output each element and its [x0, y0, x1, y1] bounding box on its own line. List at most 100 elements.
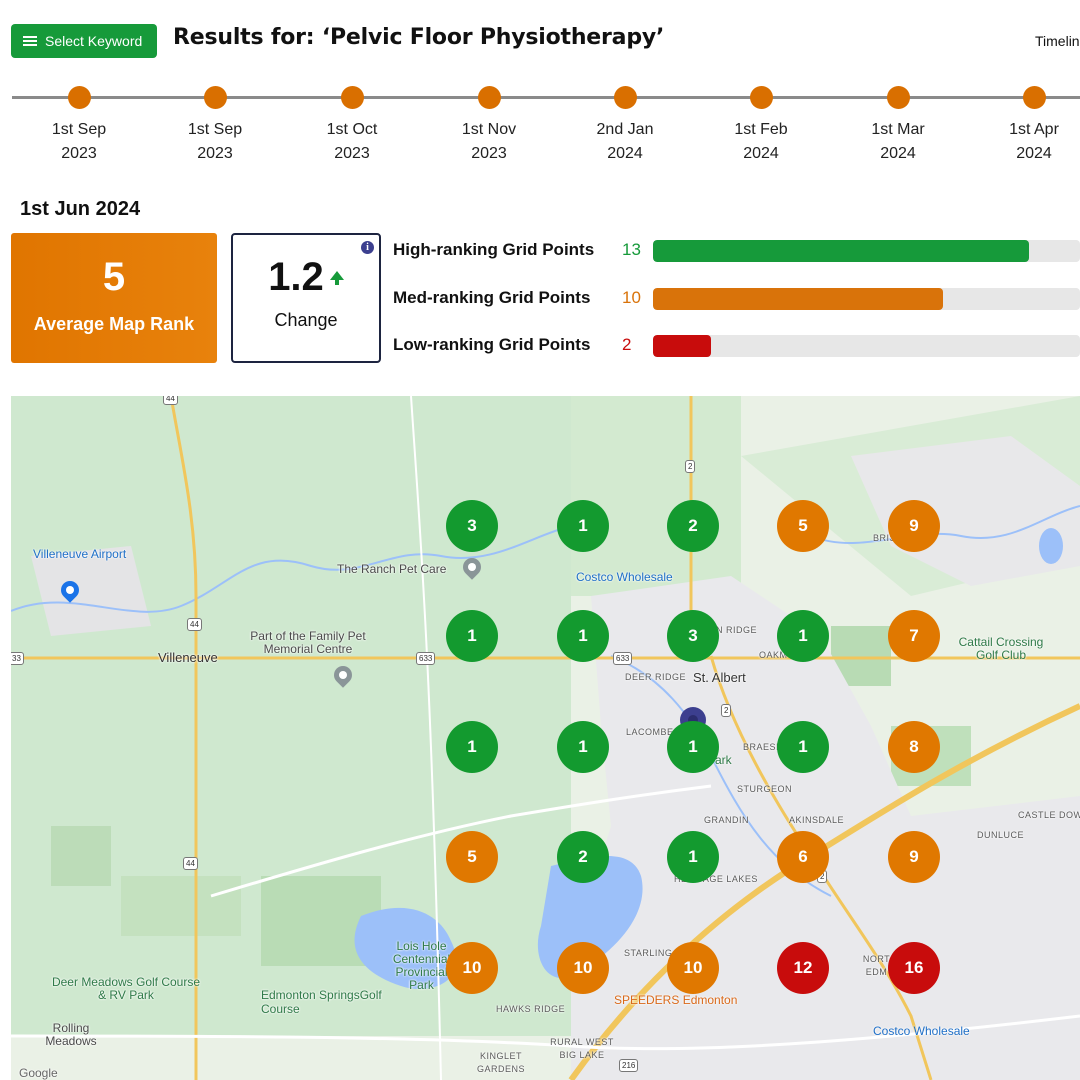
grid-point[interactable]: 1 [446, 721, 498, 773]
map-label-google: Google [19, 1066, 58, 1080]
change-label: Change [274, 310, 338, 330]
grid-point[interactable]: 9 [888, 500, 940, 552]
select-keyword-button[interactable]: Select Keyword [11, 24, 157, 58]
timeline-dot[interactable] [1022, 86, 1046, 109]
timeline-date-label: 1st Sep 2023 [19, 118, 139, 166]
timeline-point[interactable]: 2nd Jan 2024 [565, 86, 685, 166]
timeline-dot[interactable] [67, 86, 91, 109]
timeline-point[interactable]: 1st Sep 2023 [19, 86, 139, 166]
grid-point[interactable]: 10 [667, 942, 719, 994]
arrow-up-icon [329, 271, 344, 285]
map-label-pet-memorial: Part of the Family Pet Memorial Centre [250, 629, 366, 656]
grid-point[interactable]: 5 [777, 500, 829, 552]
page-title: Results for: ‘Pelvic Floor Physiotherapy… [173, 25, 665, 50]
grid-point[interactable]: 2 [557, 831, 609, 883]
timeline-day: 1st Sep [187, 121, 243, 138]
grid-point[interactable]: 9 [888, 831, 940, 883]
timeline-link[interactable]: Timelin [1035, 33, 1080, 49]
map-label-costco-north: Costco Wholesale [576, 570, 673, 584]
ranking-count: 2 [622, 335, 632, 354]
select-keyword-label: Select Keyword [45, 33, 143, 49]
timeline-dot[interactable] [340, 86, 364, 109]
route-shield: 44 [163, 396, 178, 405]
grid-point[interactable]: 1 [446, 610, 498, 662]
map-label-cattail: Cattail Crossing Golf Club [958, 635, 1044, 662]
timeline-date-label: 1st Sep 2023 [155, 118, 275, 166]
grid-point[interactable]: 8 [888, 721, 940, 773]
map-label-sturgeon: STURGEON [737, 784, 793, 794]
timeline-point[interactable]: 1st Mar 2024 [838, 86, 958, 166]
timeline-year: 2023 [61, 145, 97, 162]
grid-point[interactable]: 6 [777, 831, 829, 883]
grid-point[interactable]: 5 [446, 831, 498, 883]
grid-point[interactable]: 1 [667, 831, 719, 883]
timeline-point[interactable]: 1st Apr 2024 [974, 86, 1080, 166]
map-label-grandin: GRANDIN [704, 815, 750, 825]
grid-point[interactable]: 1 [557, 721, 609, 773]
route-shield: 633 [613, 652, 633, 665]
route-shield: 633 [416, 652, 436, 665]
grid-point[interactable]: 3 [667, 610, 719, 662]
grid-point[interactable]: 1 [557, 610, 609, 662]
map-label-rolling-meadows: Rolling Meadows [45, 1021, 97, 1048]
timeline-point[interactable]: 1st Sep 2023 [155, 86, 275, 166]
grid-point[interactable]: 10 [446, 942, 498, 994]
route-shield: 2 [685, 460, 696, 473]
grid-point[interactable]: 1 [667, 721, 719, 773]
map-label-dunluce: DUNLUCE [977, 830, 1025, 840]
timeline-year: 2023 [471, 145, 507, 162]
route-shield: 2 [721, 704, 732, 717]
grid-point[interactable]: 10 [557, 942, 609, 994]
timeline-point[interactable]: 1st Oct 2023 [292, 86, 412, 166]
timeline-point[interactable]: 1st Nov 2023 [429, 86, 549, 166]
timeline-dot[interactable] [203, 86, 227, 109]
rank-grid-map[interactable]: Villeneuve Airport The Ranch Pet Care Co… [11, 396, 1080, 1080]
map-label-hawks-ridge: HAWKS RIDGE [496, 1004, 566, 1014]
grid-point[interactable]: 2 [667, 500, 719, 552]
change-value-wrap: 1.2 [268, 255, 344, 300]
map-label-kinglet: KINGLET GARDENS [476, 1051, 525, 1074]
map-label-speeders: SPEEDERS Edmonton [614, 993, 738, 1007]
map-label-deer-ridge: DEER RIDGE [625, 672, 687, 682]
grid-point[interactable]: 12 [777, 942, 829, 994]
timeline-dot[interactable] [886, 86, 910, 109]
timeline-day: 1st Oct [326, 121, 378, 138]
grid-point[interactable]: 1 [777, 721, 829, 773]
timeline-day: 1st Feb [734, 121, 788, 138]
average-rank-label: Average Map Rank [33, 314, 195, 334]
timeline-date-label: 1st Oct 2023 [292, 118, 412, 166]
timeline-dot[interactable] [749, 86, 773, 109]
timeline-year: 2024 [1016, 145, 1052, 162]
grid-point[interactable]: 1 [557, 500, 609, 552]
timeline-year: 2024 [607, 145, 643, 162]
map-label-braeside: BRAESI [743, 742, 780, 752]
timeline-day: 1st Sep [51, 121, 107, 138]
timeline-day: 1st Apr [1009, 121, 1059, 138]
timeline-point[interactable]: 1st Feb 2024 [701, 86, 821, 166]
timeline-dot[interactable] [477, 86, 501, 109]
grid-point[interactable]: 7 [888, 610, 940, 662]
grid-point[interactable]: 1 [777, 610, 829, 662]
map-label-starling: STARLING [624, 948, 673, 958]
map-label-villeneuve-airport: Villeneuve Airport [33, 547, 127, 561]
map-label-castle-downs: CASTLE DOW [1018, 810, 1080, 820]
timeline-date-label: 1st Apr 2024 [974, 118, 1080, 166]
selected-date: 1st Jun 2024 [20, 198, 141, 220]
map-label-north-edm: NORT EDM [862, 954, 891, 977]
route-shield: 44 [187, 618, 202, 631]
change-card: i 1.2 Change [231, 233, 381, 363]
timeline-date-label: 2nd Jan 2024 [565, 118, 685, 166]
timeline-date-label: 1st Mar 2024 [838, 118, 958, 166]
timeline-track [12, 96, 1080, 99]
ranking-bar-track [653, 240, 1080, 262]
ranking-bar-fill [653, 335, 711, 357]
map-label-deer-meadows: Deer Meadows Golf Course & RV Park [51, 975, 201, 1002]
grid-point[interactable]: 3 [446, 500, 498, 552]
map-label-rural-west: RURAL WEST BIG LAKE [550, 1037, 614, 1060]
ranking-row: Med-ranking Grid Points 10 [393, 286, 1080, 310]
timeline-dot[interactable] [613, 86, 637, 109]
list-icon [23, 35, 37, 47]
info-icon[interactable]: i [361, 241, 374, 254]
grid-point[interactable]: 16 [888, 942, 940, 994]
timeline-day: 1st Mar [871, 121, 925, 138]
